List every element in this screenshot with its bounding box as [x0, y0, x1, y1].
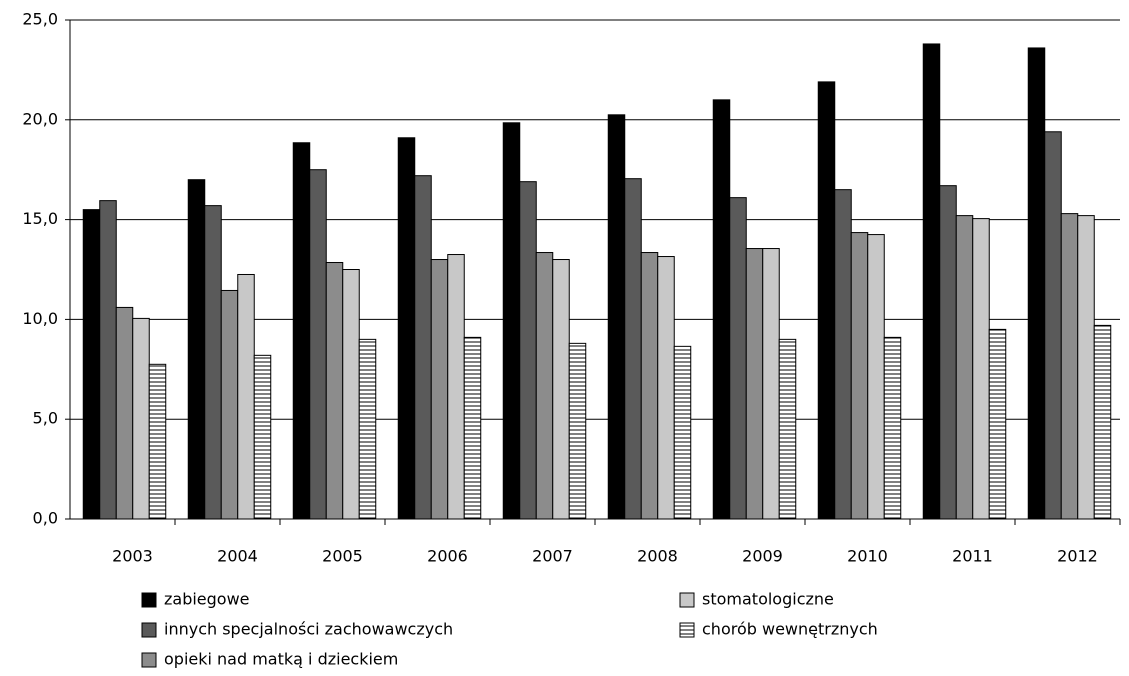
bar: [640, 252, 659, 520]
bar: [624, 178, 642, 520]
bar: [132, 317, 150, 520]
y-tick-label: 10,0: [22, 309, 58, 328]
x-tick-label: 2004: [217, 547, 258, 566]
y-tick-label: 15,0: [22, 209, 58, 228]
bar: [883, 336, 902, 520]
bar: [342, 269, 360, 520]
legend-swatch: [141, 622, 157, 638]
bar: [463, 336, 482, 520]
bar: [834, 189, 852, 520]
legend-swatch: [141, 592, 157, 608]
legend-label: chorób wewnętrznych: [702, 620, 878, 639]
x-tick-label: 2007: [532, 547, 573, 566]
bar: [1060, 213, 1079, 520]
bar: [99, 200, 117, 520]
legend-swatch: [679, 592, 695, 608]
bar: [729, 197, 747, 520]
x-tick-label: 2011: [952, 547, 993, 566]
bar: [502, 122, 521, 520]
bar: [1093, 324, 1112, 520]
bar: [253, 354, 272, 520]
y-tick-label: 0,0: [33, 509, 58, 528]
bar: [204, 205, 222, 520]
bar: [535, 252, 554, 520]
bar: [397, 137, 416, 520]
bar: [447, 254, 465, 520]
bar: [430, 259, 449, 520]
bar: [148, 363, 167, 520]
bar: [972, 218, 990, 520]
legend-swatch: [679, 622, 695, 638]
bar: [358, 338, 377, 520]
bar: [778, 338, 797, 520]
x-tick-label: 2005: [322, 547, 363, 566]
x-tick-label: 2009: [742, 547, 783, 566]
bar: [519, 181, 537, 520]
legend-label: opieki nad matką i dzieckiem: [164, 650, 398, 669]
legend-label: stomatologiczne: [702, 590, 834, 609]
bar: [673, 345, 692, 520]
x-tick-label: 2008: [637, 547, 678, 566]
bar: [568, 342, 587, 520]
bar: [187, 179, 206, 520]
x-tick-label: 2010: [847, 547, 888, 566]
bar: [939, 185, 957, 520]
bar: [922, 43, 941, 520]
bar: [309, 169, 327, 520]
bar: [607, 114, 626, 520]
bar: [867, 234, 885, 520]
bar: [955, 215, 974, 520]
bar: [1044, 131, 1062, 520]
bar: [82, 209, 101, 520]
legend-label: zabiegowe: [164, 590, 250, 609]
bar: [712, 99, 731, 520]
x-tick-label: 2012: [1057, 547, 1098, 566]
x-tick-label: 2003: [112, 547, 153, 566]
x-tick-label: 2006: [427, 547, 468, 566]
bar: [1027, 47, 1046, 520]
bar: [817, 81, 836, 520]
bar: [292, 142, 311, 520]
bar: [1077, 215, 1095, 520]
bar: [552, 259, 570, 520]
bar: [325, 262, 344, 520]
bar: [657, 256, 675, 520]
bar: [115, 306, 134, 520]
y-tick-label: 5,0: [33, 409, 58, 428]
bar: [850, 232, 869, 520]
y-tick-label: 20,0: [22, 109, 58, 128]
bar: [220, 289, 239, 520]
bar: [414, 175, 432, 520]
bar: [988, 328, 1007, 520]
bar: [237, 273, 255, 520]
bar: [762, 248, 780, 520]
legend-swatch: [141, 652, 157, 668]
y-tick-label: 25,0: [22, 10, 58, 29]
bar: [745, 248, 764, 520]
legend-label: innych specjalności zachowawczych: [164, 620, 453, 639]
